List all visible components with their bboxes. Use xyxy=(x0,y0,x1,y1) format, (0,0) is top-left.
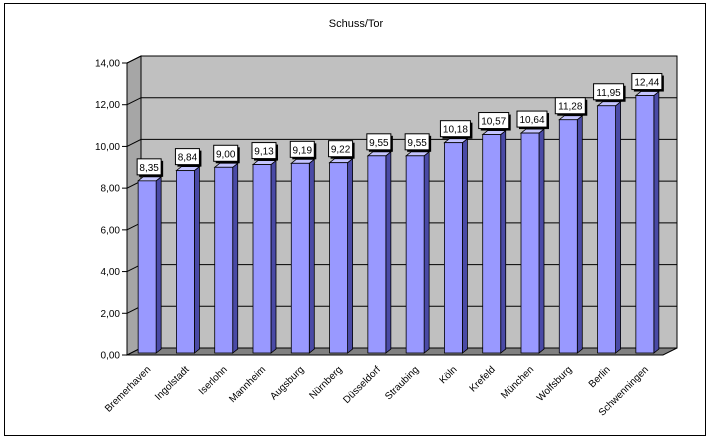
gridline xyxy=(126,55,677,64)
bar-group: 10,64 xyxy=(516,110,549,354)
data-label-box xyxy=(478,112,510,130)
plot-floor xyxy=(126,347,678,356)
data-label-box xyxy=(251,142,277,160)
y-tick-label: 6,00 xyxy=(101,225,121,236)
category-label: Augsburg xyxy=(268,364,306,402)
y-tick-label: 12,00 xyxy=(95,100,120,111)
bar-side xyxy=(615,100,621,354)
bar xyxy=(482,134,502,354)
category-label: Berlin xyxy=(587,364,613,390)
category-label: Ingolstadt xyxy=(153,364,192,403)
bar-group: 9,00 xyxy=(213,144,240,354)
bar-group: 9,55 xyxy=(366,133,393,354)
category-label: München xyxy=(499,364,536,401)
data-label-box xyxy=(136,158,162,176)
bar-group: 10,57 xyxy=(478,112,511,354)
y-tick-label: 0,00 xyxy=(101,351,121,362)
bar xyxy=(137,180,157,354)
data-label-box xyxy=(439,120,471,138)
y-tick-label: 10,00 xyxy=(95,142,120,153)
bar-group: 8,35 xyxy=(136,158,164,354)
data-label: 9,00 xyxy=(216,149,236,160)
data-label: 9,55 xyxy=(407,138,427,149)
data-label: 9,55 xyxy=(369,138,389,149)
category-label: Bremerhaven xyxy=(103,364,153,414)
data-label: 12,44 xyxy=(634,78,659,89)
data-label-box xyxy=(328,140,354,158)
bar-side xyxy=(232,162,239,354)
category-label: Iserlohn xyxy=(197,364,230,397)
data-label-box xyxy=(631,73,663,91)
bar-side xyxy=(538,128,545,354)
category-label: Köln xyxy=(438,364,460,386)
bar-side xyxy=(576,114,583,354)
bar xyxy=(405,155,425,354)
bar-side xyxy=(462,137,468,354)
bar xyxy=(444,142,463,354)
bar xyxy=(176,170,195,354)
data-label-box xyxy=(554,97,586,115)
y-tick-label: 14,00 xyxy=(95,59,120,70)
category-label: Nürnberg xyxy=(307,364,344,401)
bar-side xyxy=(347,157,353,354)
bar-side xyxy=(653,90,660,354)
bar xyxy=(367,155,387,354)
bar xyxy=(597,105,616,354)
data-label-box xyxy=(174,148,200,166)
bar-group: 9,55 xyxy=(404,133,432,354)
chart-title: Schuss/Tor xyxy=(328,18,384,30)
bar-side xyxy=(385,150,392,354)
data-label-box xyxy=(289,140,315,158)
bar-group: 9,22 xyxy=(328,140,355,354)
data-label-box xyxy=(516,110,548,128)
bar xyxy=(329,162,348,354)
data-label-box xyxy=(366,133,392,151)
bar-group: 9,19 xyxy=(289,140,317,354)
data-label: 11,95 xyxy=(596,88,621,99)
data-label: 10,18 xyxy=(443,125,468,136)
bar-side xyxy=(500,129,507,354)
category-label: Krefeld xyxy=(468,364,498,394)
data-label: 11,28 xyxy=(558,102,583,113)
category-label: Mannheim xyxy=(227,364,268,405)
gridline xyxy=(126,97,677,106)
y-tick-label: 2,00 xyxy=(101,309,121,320)
bar-group: 11,95 xyxy=(593,83,626,354)
y-tick-label: 8,00 xyxy=(101,184,121,195)
data-label-box xyxy=(213,144,239,162)
data-label: 9,13 xyxy=(254,147,274,158)
data-label: 8,35 xyxy=(139,163,159,174)
bar xyxy=(252,164,272,354)
bar-side xyxy=(423,150,430,354)
bar-group: 10,18 xyxy=(439,120,473,354)
data-label: 9,19 xyxy=(293,145,313,156)
data-label-box xyxy=(404,133,430,151)
data-label: 9,22 xyxy=(331,145,351,156)
bar xyxy=(558,119,578,354)
bar-group: 11,28 xyxy=(554,97,588,354)
bar-group: 8,84 xyxy=(174,148,202,354)
bar-side xyxy=(155,176,162,354)
category-label: Düsseldorf xyxy=(341,364,383,406)
bar-side xyxy=(308,158,315,354)
data-label: 10,64 xyxy=(519,115,544,126)
bar xyxy=(635,95,655,354)
data-label-box xyxy=(593,83,625,101)
category-label: Wolfsburg xyxy=(535,364,574,403)
category-label: Straubing xyxy=(383,364,421,402)
bar-group: 12,44 xyxy=(631,73,664,354)
bar xyxy=(520,132,540,354)
data-label: 10,57 xyxy=(481,117,506,128)
bar-group: 9,13 xyxy=(251,142,278,354)
data-label: 8,84 xyxy=(178,153,198,164)
bar-side xyxy=(270,159,277,354)
bar xyxy=(214,166,234,354)
bar-side xyxy=(194,165,200,354)
bar xyxy=(290,162,310,354)
y-tick-label: 4,00 xyxy=(101,267,121,278)
